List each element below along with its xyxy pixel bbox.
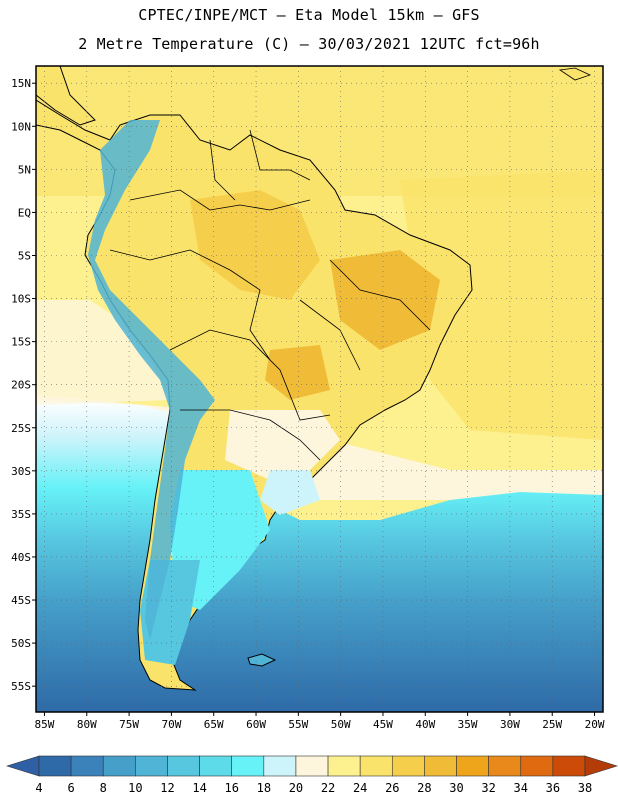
- latitude-label: 50S: [11, 637, 31, 650]
- colorbar-label: 12: [160, 781, 174, 795]
- latitude-label: 45S: [11, 594, 31, 607]
- colorbar-swatch: [38, 755, 72, 777]
- colorbar-swatch: [231, 755, 265, 777]
- temperature-colorbar: 4 6 8 10 12 14 16 18 20 22 24 26 28 30 32 34 36 38: [5, 755, 618, 795]
- colorbar-swatch: [456, 755, 489, 777]
- map-title-line-2: 2 Metre Temperature (C) – 30/03/2021 12U…: [78, 35, 540, 53]
- longitude-label: 60W: [246, 718, 266, 731]
- longitude-label: 80W: [77, 718, 97, 731]
- latitude-label: 25S: [11, 422, 31, 435]
- colorbar-swatch: [295, 755, 329, 777]
- pacific-cool-strip: [36, 300, 170, 405]
- colorbar-label: 38: [578, 781, 592, 795]
- colorbar-low-arrow: [5, 755, 40, 777]
- colorbar-swatch: [167, 755, 200, 777]
- colorbar-label: 22: [321, 781, 335, 795]
- central-america-landmass: [36, 66, 96, 126]
- latitude-label: 15N: [11, 77, 31, 90]
- colorbar-swatch: [327, 755, 361, 777]
- latitude-label: 5N: [18, 163, 31, 176]
- latitude-label: 55S: [11, 680, 31, 693]
- colorbar-label: 14: [192, 781, 206, 795]
- colorbar-high-arrow: [584, 755, 618, 777]
- country-borders: [109, 129, 431, 461]
- latitude-label: EQ: [18, 206, 31, 219]
- axis-ticks: [32, 82, 596, 716]
- amazon-warm-patch: [190, 190, 320, 300]
- colorbar-swatch: [70, 755, 104, 777]
- longitude-label: 35W: [458, 718, 478, 731]
- atlantic-warm-patch: [400, 170, 603, 440]
- colorbar-swatch: [424, 755, 457, 777]
- caribbean-islands: [558, 67, 592, 81]
- colorbar-swatch: [520, 755, 554, 777]
- longitude-labels: 85W 80W 75W 70W 65W 60W 55W 50W 45W 40W 35W 30W 25W 2…: [35, 718, 605, 731]
- longitude-label: 45W: [373, 718, 393, 731]
- latitude-label: 5S: [18, 249, 31, 262]
- longitude-label: 85W: [35, 718, 55, 731]
- latitude-label: 35S: [11, 508, 31, 521]
- colorbar-label: 18: [257, 781, 271, 795]
- colorbar-label: 32: [481, 781, 495, 795]
- colorbar-swatch: [199, 755, 233, 777]
- latitude-labels: 15N 10N 5N EQ 5S 10S 15S 20S 25S 30S 35S 40S 45S 50S 5…: [11, 77, 31, 693]
- falkland-islands: [247, 653, 277, 667]
- longitude-label: 30W: [500, 718, 520, 731]
- longitude-label: 75W: [119, 718, 139, 731]
- colorbar-swatch: [102, 755, 136, 777]
- latitude-label: 15S: [11, 336, 31, 349]
- longitude-label: 65W: [204, 718, 224, 731]
- temperature-field: [36, 66, 603, 712]
- colorbar-label: 28: [417, 781, 431, 795]
- colorbar-label: 6: [68, 781, 75, 795]
- longitude-label: 70W: [161, 718, 181, 731]
- pantanal-hot-patch: [265, 345, 330, 400]
- colorbar-label: 4: [35, 781, 42, 795]
- colorbar-label: 30: [449, 781, 463, 795]
- colorbar-label: 16: [224, 781, 238, 795]
- colorbar-swatch: [488, 755, 522, 777]
- colorbar-label: 36: [546, 781, 560, 795]
- latitude-label: 20S: [11, 379, 31, 392]
- map-frame: [35, 65, 604, 713]
- andes-cold-strip: [88, 120, 215, 640]
- colorbar-label: 24: [353, 781, 367, 795]
- colorbar-swatch: [135, 755, 168, 777]
- colorbar-swatch: [263, 755, 297, 777]
- longitude-label: 25W: [542, 718, 562, 731]
- temperature-map: 15N 10N 5N EQ 5S 10S 15S 20S 25S 30S 35S 40S 45S 50S 5…: [11, 65, 605, 731]
- latitude-label: 40S: [11, 551, 31, 564]
- colorbar-swatch: [391, 755, 425, 777]
- longitude-label: 40W: [415, 718, 435, 731]
- longitude-label: 55W: [288, 718, 308, 731]
- latitude-label: 10S: [11, 293, 31, 306]
- uruguay-cool-patch: [260, 470, 320, 515]
- colorbar-label: 20: [289, 781, 303, 795]
- longitude-label: 50W: [331, 718, 351, 731]
- colorbar-label: 34: [514, 781, 528, 795]
- colorbar-swatch: [359, 755, 393, 777]
- colorbar-label: 10: [128, 781, 142, 795]
- central-brazil-hot-patch: [330, 250, 440, 350]
- colorbar-swatch: [552, 755, 586, 777]
- latitude-label: 30S: [11, 465, 31, 478]
- colorbar-label: 8: [100, 781, 107, 795]
- colorbar-label: 26: [385, 781, 399, 795]
- latitude-label: 10N: [11, 120, 31, 133]
- longitude-label: 20W: [585, 718, 605, 731]
- map-title-line-1: CPTEC/INPE/MCT – Eta Model 15km – GFS: [138, 6, 480, 24]
